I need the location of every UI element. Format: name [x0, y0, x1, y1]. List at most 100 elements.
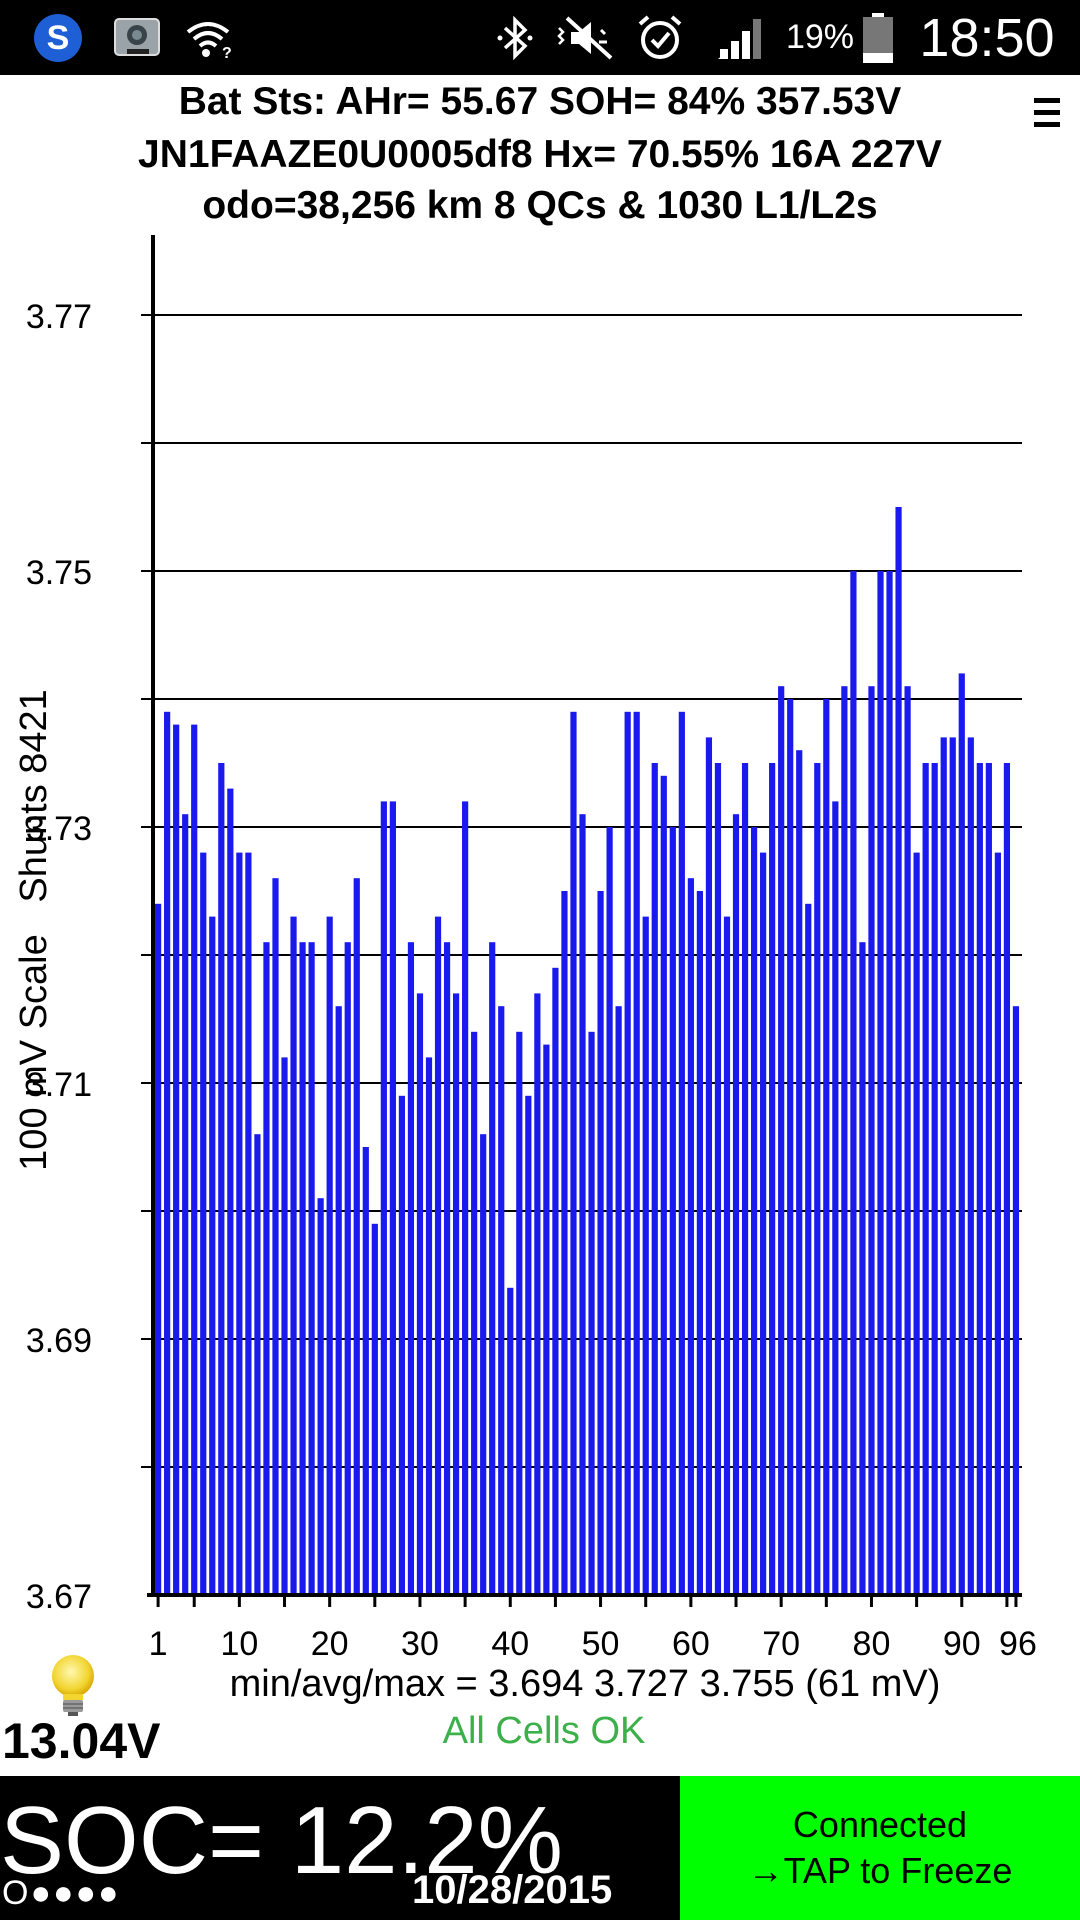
bar-cell-85: [913, 852, 920, 1595]
bar-cell-63: [714, 763, 722, 1595]
bar-cell-73: [805, 903, 812, 1595]
bar-cell-4: [182, 814, 189, 1595]
bar-cell-76: [832, 801, 839, 1595]
bar-cell-67: [750, 827, 758, 1595]
bar-cell-77: [841, 686, 848, 1595]
svg-text:S: S: [47, 19, 70, 57]
y-tick-label: 3.73: [26, 810, 92, 848]
bar-cell-95: [1003, 763, 1011, 1595]
bar-cell-62: [705, 737, 713, 1595]
x-tick-label: 30: [401, 1625, 439, 1663]
odometer-line: odo=38,256 km 8 QCs & 1030 L1/L2s: [202, 184, 878, 227]
bar-cell-38: [489, 942, 496, 1595]
bar-cell-14: [272, 878, 279, 1595]
bar-cell-34: [452, 993, 460, 1595]
bar-cell-48: [579, 814, 586, 1595]
bar-cell-65: [732, 814, 740, 1595]
bar-cell-1: [155, 903, 162, 1595]
battery-icon: [858, 0, 898, 75]
dashcam-icon: [108, 0, 168, 75]
bluetooth-icon: [488, 0, 542, 75]
hamburger-menu-icon[interactable]: [1030, 94, 1064, 130]
bar-cell-40: [507, 1287, 514, 1595]
x-tick-label: 40: [491, 1625, 529, 1663]
y-tick-label: 3.69: [26, 1322, 92, 1360]
vibrate-mute-icon: [552, 0, 622, 75]
bar-cell-54: [633, 711, 640, 1595]
bar-cell-37: [480, 1134, 487, 1595]
bar-cell-36: [471, 1031, 478, 1595]
bar-cell-22: [344, 942, 351, 1595]
bar-cell-51: [606, 827, 613, 1595]
bar-cell-82: [886, 571, 893, 1595]
y-axis-label: 100 mV Scale Shunts 8421: [13, 689, 55, 1171]
x-tick-label: 60: [672, 1625, 710, 1663]
bar-cell-69: [769, 763, 776, 1595]
bar-cell-12: [254, 1134, 261, 1595]
connection-status-label: Connected: [792, 1804, 968, 1845]
x-tick-label: 1: [149, 1625, 168, 1663]
bar-cell-50: [597, 891, 604, 1595]
bar-cell-41: [516, 1031, 523, 1595]
bar-cell-66: [741, 763, 749, 1595]
wifi-icon: ?: [180, 0, 236, 75]
bar-cell-19: [317, 1198, 324, 1595]
bar-cell-49: [588, 1031, 595, 1595]
bar-cell-13: [263, 942, 270, 1595]
bar-cell-93: [985, 763, 992, 1595]
bar-cell-74: [814, 763, 821, 1595]
bar-cell-28: [398, 1095, 406, 1595]
bar-cell-70: [778, 686, 785, 1595]
bar-cell-30: [416, 993, 424, 1595]
bar-cell-53: [624, 711, 631, 1595]
x-tick-label: 90: [943, 1625, 981, 1663]
bar-cell-86: [922, 763, 929, 1595]
bar-cell-64: [723, 916, 731, 1595]
bar-cell-68: [760, 852, 767, 1595]
connection-freeze-button[interactable]: Connected →TAP to Freeze: [680, 1776, 1080, 1920]
cells-status-text: All Cells OK: [442, 1710, 646, 1752]
bar-cell-46: [561, 891, 568, 1595]
bar-cell-88: [940, 737, 947, 1595]
vin-health-line: JN1FAAZE0U0005df8 Hx= 70.55% 16A 227V: [138, 133, 942, 176]
bar-cell-57: [660, 775, 667, 1595]
min-avg-max-text: min/avg/max = 3.694 3.727 3.755 (61 mV): [229, 1663, 941, 1705]
bar-cell-92: [976, 763, 983, 1595]
bar-cell-72: [796, 750, 803, 1595]
bar-cell-25: [371, 1223, 378, 1595]
bar-cell-39: [498, 1006, 505, 1595]
bar-cell-42: [525, 1095, 532, 1595]
x-tick-label: 50: [582, 1625, 620, 1663]
x-tick-label: 80: [853, 1625, 891, 1663]
page-indicator-dots[interactable]: O●●●●: [2, 1874, 121, 1912]
y-tick-label: 3.67: [26, 1578, 92, 1616]
bar-cell-71: [787, 699, 794, 1595]
bar-cell-79: [859, 942, 866, 1595]
bar-cell-84: [904, 686, 911, 1595]
bar-cell-31: [425, 1057, 433, 1595]
x-tick-label: 70: [762, 1625, 800, 1663]
bar-cell-56: [651, 763, 658, 1595]
bar-cell-32: [434, 916, 442, 1595]
bar-cell-9: [227, 788, 234, 1595]
bar-cell-61: [696, 891, 703, 1595]
bar-cell-24: [362, 1147, 369, 1595]
cell-voltage-bar-chart[interactable]: 3.77 3.75 3.73 3.71 3.69 3.67 1 10 20 30 40 50 60 70 8…: [0, 225, 1080, 1665]
signal-icon: [712, 0, 768, 75]
bar-cell-7: [209, 916, 216, 1595]
x-tick-label: 10: [220, 1625, 258, 1663]
status-bar: S ?: [0, 0, 1080, 75]
battery-status-line: Bat Sts: AHr= 55.67 SOH= 84% 357.53V: [178, 80, 902, 123]
bar-cell-43: [534, 993, 541, 1595]
lightbulb-icon[interactable]: [46, 1652, 100, 1718]
bar-cell-59: [678, 711, 685, 1595]
bar-cell-81: [877, 571, 884, 1595]
x-tick-label: 96: [999, 1625, 1037, 1663]
bar-cell-33: [443, 942, 451, 1595]
bar-cell-10: [236, 852, 243, 1595]
bar-cell-60: [687, 878, 694, 1595]
bar-cell-91: [967, 737, 974, 1595]
bar-cell-96: [1012, 1006, 1020, 1595]
svg-text:?: ?: [222, 45, 232, 60]
alarm-icon: [632, 0, 688, 75]
